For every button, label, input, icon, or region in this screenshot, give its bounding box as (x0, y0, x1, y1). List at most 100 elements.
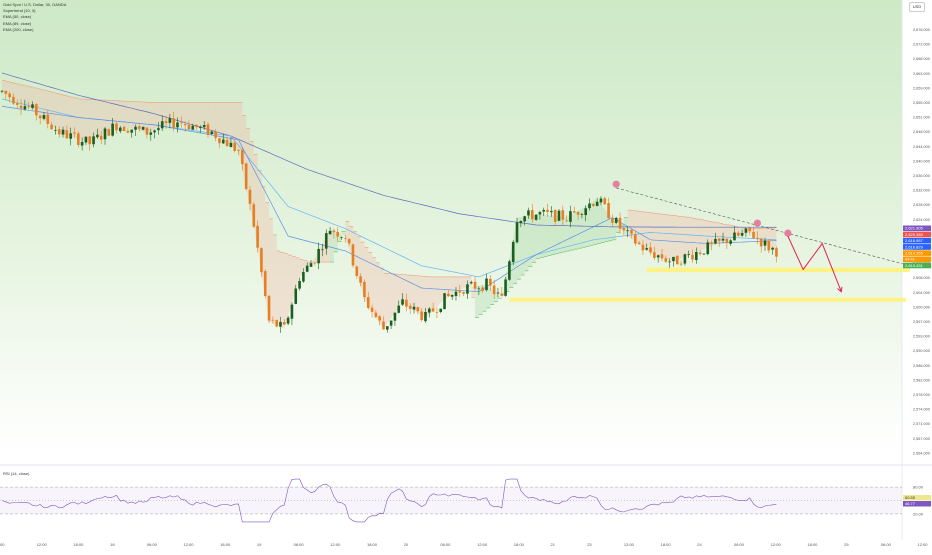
candle-body[interactable] (679, 263, 683, 265)
candle-body[interactable] (675, 255, 679, 265)
candle-body[interactable] (46, 114, 50, 124)
candle-body[interactable] (69, 133, 72, 139)
candle-body[interactable] (290, 304, 294, 319)
candle-body[interactable] (572, 211, 576, 213)
candle-body[interactable] (351, 244, 355, 266)
candle-body[interactable] (298, 280, 301, 289)
candle-body[interactable] (504, 279, 507, 296)
candle-body[interactable] (8, 93, 11, 98)
candle-body[interactable] (229, 142, 233, 148)
candle-body[interactable] (111, 123, 114, 136)
candle-body[interactable] (99, 135, 103, 140)
candle-body[interactable] (725, 238, 729, 244)
projection-path[interactable] (787, 235, 842, 292)
candle-body[interactable] (660, 254, 664, 259)
candle-body[interactable] (324, 233, 328, 249)
candle-body[interactable] (233, 142, 237, 151)
candle-body[interactable] (271, 319, 275, 321)
candle-body[interactable] (473, 281, 477, 289)
candle-body[interactable] (649, 247, 652, 253)
candle-body[interactable] (775, 248, 778, 257)
candle-body[interactable] (263, 271, 267, 296)
candle-body[interactable] (515, 222, 519, 243)
candle-body[interactable] (340, 237, 343, 238)
candle-body[interactable] (420, 311, 423, 321)
candle-body[interactable] (759, 238, 763, 247)
candle-body[interactable] (202, 125, 206, 128)
candle-body[interactable] (527, 210, 530, 216)
candle-body[interactable] (614, 217, 618, 223)
candle-body[interactable] (206, 124, 210, 135)
candle-body[interactable] (15, 103, 19, 105)
candle-body[interactable] (588, 203, 591, 209)
support-zone[interactable] (509, 297, 907, 302)
candle-body[interactable] (88, 136, 92, 145)
candle-body[interactable] (42, 115, 46, 119)
candle-body[interactable] (489, 278, 492, 286)
candle-body[interactable] (4, 90, 8, 94)
candle-body[interactable] (23, 106, 27, 110)
candle-body[interactable] (122, 126, 126, 132)
candle-body[interactable] (767, 240, 771, 251)
pivot-marker[interactable] (612, 180, 620, 188)
candle-body[interactable] (103, 128, 107, 140)
candle-body[interactable] (702, 253, 706, 255)
candle-body[interactable] (550, 211, 553, 213)
candle-body[interactable] (130, 129, 134, 133)
candle-body[interactable] (431, 308, 435, 312)
candle-body[interactable] (637, 242, 641, 244)
candle-body[interactable] (0, 90, 4, 92)
candle-body[interactable] (50, 124, 53, 130)
indicator-ema-200[interactable]: EMA (200, close) (3, 26, 34, 32)
candle-body[interactable] (771, 247, 774, 250)
indicator-ema-89[interactable]: EMA (89, close) (3, 20, 32, 26)
candle-body[interactable] (633, 234, 637, 244)
candle-body[interactable] (187, 124, 191, 130)
candle-body[interactable] (191, 125, 195, 130)
candle-body[interactable] (328, 230, 332, 235)
candle-body[interactable] (450, 294, 454, 297)
candle-body[interactable] (565, 220, 568, 222)
candle-body[interactable] (84, 136, 88, 143)
candle-body[interactable] (141, 126, 145, 130)
candle-body[interactable] (214, 131, 217, 138)
pivot-marker[interactable] (753, 219, 761, 227)
candle-body[interactable] (717, 238, 721, 241)
candle-body[interactable] (344, 238, 347, 240)
candle-body[interactable] (622, 228, 626, 231)
time-axis[interactable]: 00 12:00 18:00 18 06:00 12:00 18:00 19 06:00 12:0… (0, 542, 928, 547)
candle-body[interactable] (580, 214, 584, 215)
candle-body[interactable] (370, 307, 374, 312)
candle-body[interactable] (363, 281, 366, 298)
rsi-legend[interactable]: RSI (14, close) (3, 471, 30, 476)
candle-body[interactable] (275, 320, 278, 327)
pivot-marker[interactable] (784, 229, 792, 237)
candle-body[interactable] (668, 261, 671, 263)
candle-body[interactable] (134, 126, 137, 130)
candle-body[interactable] (439, 308, 443, 312)
candle-body[interactable] (118, 127, 122, 132)
candle-body[interactable] (763, 240, 767, 246)
candle-body[interactable] (54, 130, 57, 131)
candle-body[interactable] (611, 218, 614, 223)
candle-body[interactable] (176, 122, 179, 128)
candle-body[interactable] (172, 118, 175, 128)
candle-body[interactable] (168, 118, 172, 123)
candle-body[interactable] (157, 128, 160, 131)
candle-body[interactable] (389, 320, 393, 326)
candle-body[interactable] (603, 198, 607, 205)
candle-body[interactable] (672, 256, 675, 262)
candle-body[interactable] (35, 104, 38, 116)
candle-body[interactable] (740, 233, 744, 236)
candle-body[interactable] (645, 248, 649, 250)
candle-body[interactable] (630, 230, 633, 234)
candle-body[interactable] (393, 312, 397, 321)
candle-body[interactable] (294, 288, 298, 304)
candle-body[interactable] (695, 252, 698, 261)
candle-body[interactable] (267, 295, 271, 321)
candle-body[interactable] (160, 121, 164, 129)
candle-body[interactable] (164, 121, 168, 123)
candle-body[interactable] (405, 299, 408, 307)
